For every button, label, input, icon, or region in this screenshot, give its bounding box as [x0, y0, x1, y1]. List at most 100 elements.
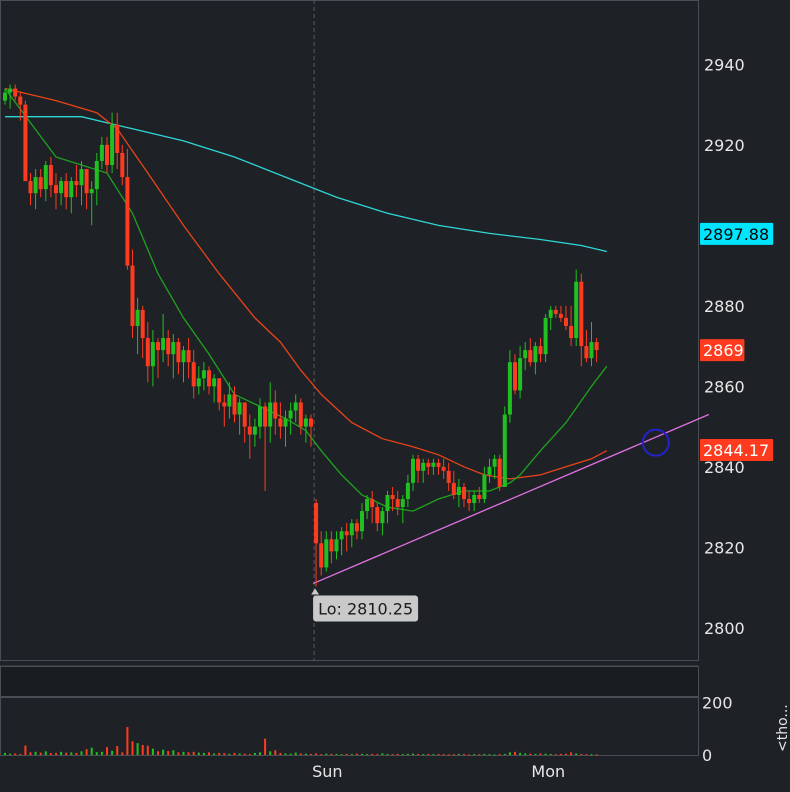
- ma-mid-line: [4, 87, 608, 480]
- candle-body: [23, 104, 28, 182]
- candle-body: [375, 507, 380, 524]
- candle-body: [8, 88, 13, 93]
- candle-body: [472, 495, 477, 504]
- volume-bar: [233, 752, 236, 755]
- volume-bar: [417, 753, 420, 755]
- volume-bar: [39, 752, 42, 755]
- price-badge: [700, 439, 774, 462]
- candle-body: [28, 181, 33, 194]
- volume-bar: [284, 753, 287, 755]
- circle-drawing[interactable]: [641, 428, 670, 457]
- price-badge: [700, 339, 745, 362]
- volume-bar: [447, 754, 450, 756]
- volume-bar: [524, 753, 527, 755]
- candle-body: [263, 406, 268, 427]
- price-axis[interactable]: 2800 2820 2840 2860 2880 2920 2940: [704, 55, 745, 637]
- candle-body: [150, 342, 155, 367]
- volume-bar: [243, 753, 246, 755]
- candle-body: [370, 499, 375, 508]
- volume-bar: [14, 753, 17, 755]
- candle-body: [258, 406, 262, 427]
- low-callout-pointer: [311, 588, 320, 595]
- volume-bar: [34, 751, 37, 755]
- candle-body: [456, 486, 461, 495]
- candles: [3, 84, 599, 587]
- candle-body: [79, 169, 84, 186]
- candle-body: [207, 370, 211, 387]
- volume-bar: [335, 753, 338, 755]
- volume-bar: [100, 751, 103, 755]
- candle-body: [319, 543, 324, 568]
- moving-averages: [4, 87, 608, 512]
- volume-unit-label: <tho...: [775, 704, 790, 752]
- candle-body: [69, 181, 74, 198]
- candle-body: [482, 474, 487, 500]
- volume-bar: [350, 754, 353, 756]
- volume-bar: [508, 752, 511, 755]
- volume-bar: [136, 743, 139, 755]
- volume-bar: [208, 752, 210, 755]
- volume-bar: [289, 753, 292, 755]
- volume-tick-label: 200: [702, 693, 733, 712]
- volume-bar: [310, 753, 312, 755]
- volume-bar: [269, 751, 272, 755]
- volume-bar: [590, 754, 593, 756]
- candle-body: [395, 499, 400, 508]
- time-label: Mon: [531, 762, 565, 781]
- volume-bar: [315, 753, 318, 755]
- candle-body: [416, 458, 421, 471]
- volume-bar: [320, 754, 323, 756]
- candle-body: [492, 458, 497, 467]
- candle-body: [558, 313, 563, 318]
- candle-body: [390, 495, 395, 500]
- candle-body: [309, 418, 313, 427]
- volume-bar: [442, 754, 445, 756]
- volume-bar: [213, 753, 216, 755]
- volume-bar: [371, 753, 374, 755]
- candle-body: [196, 378, 201, 387]
- candle-body: [523, 350, 528, 359]
- time-axis[interactable]: Sun Mon 0 200 <tho...: [312, 693, 790, 781]
- candle-body: [329, 539, 334, 552]
- volume-bar: [223, 753, 226, 755]
- volume-bar: [157, 751, 159, 755]
- price-tick-label: 2800: [704, 619, 745, 638]
- volume-bar: [90, 747, 93, 755]
- ma-slow-line: [5, 116, 607, 253]
- volume-bar: [376, 754, 379, 756]
- volume-bar: [457, 753, 460, 755]
- volume-bar: [585, 754, 588, 756]
- candle-body: [115, 124, 120, 153]
- candle-body: [436, 462, 441, 467]
- candle-body: [431, 462, 436, 467]
- volume-bar: [580, 753, 583, 755]
- price-badge-text: 2897.88: [703, 225, 769, 244]
- candle-body: [543, 317, 548, 355]
- candle-body: [548, 309, 553, 318]
- candle-body: [528, 350, 533, 363]
- volume-bar: [259, 752, 261, 755]
- volume-bar: [345, 753, 348, 755]
- volume-bar: [330, 753, 333, 755]
- volume-bar: [452, 754, 455, 756]
- volume-bar: [172, 750, 175, 755]
- candle-body: [3, 92, 7, 101]
- candle-body: [54, 185, 58, 194]
- volume-bar: [299, 753, 302, 755]
- volume-bar: [437, 753, 440, 755]
- candle-body: [441, 466, 446, 471]
- volume-bar: [182, 751, 185, 755]
- volume-bar: [478, 754, 481, 756]
- volume-bar: [202, 752, 205, 755]
- candle-body: [59, 181, 64, 194]
- candle-body: [140, 309, 145, 339]
- candle-body: [268, 402, 273, 427]
- volume-bar: [325, 753, 328, 755]
- volume-bar: [274, 750, 277, 755]
- volume-bar: [4, 752, 6, 755]
- volume-bar: [85, 749, 88, 755]
- candle-body: [13, 88, 18, 97]
- volume-tick-label: 0: [702, 746, 712, 765]
- candle-body: [212, 378, 217, 387]
